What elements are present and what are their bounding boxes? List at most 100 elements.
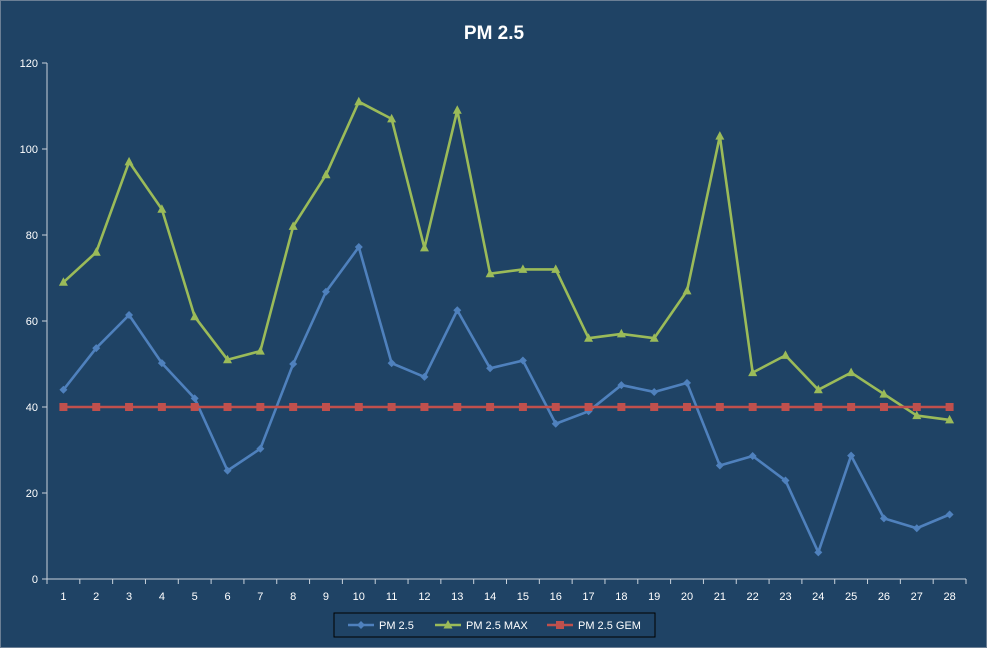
data-point (387, 113, 397, 123)
data-point (715, 403, 724, 411)
data-point (453, 306, 462, 315)
data-point (551, 264, 561, 273)
data-point (59, 385, 68, 394)
x-tick-label: 25 (845, 591, 857, 603)
data-point (125, 403, 134, 411)
data-point (354, 96, 364, 106)
data-point (879, 403, 888, 411)
data-point (124, 156, 134, 166)
data-point (354, 243, 363, 252)
data-point (419, 242, 429, 252)
data-point (683, 378, 692, 387)
x-tick-label: 21 (714, 591, 726, 603)
x-tick-label: 14 (484, 591, 496, 603)
data-point (748, 367, 758, 377)
data-point (190, 403, 199, 411)
y-tick-label: 20 (26, 488, 38, 500)
data-point (223, 354, 233, 364)
data-point (945, 510, 954, 519)
y-tick-label: 100 (20, 144, 38, 156)
x-tick-label: 23 (779, 591, 791, 603)
data-point (92, 403, 101, 411)
legend-label: PM 2.5 GEM (578, 620, 641, 632)
data-point (945, 403, 954, 411)
data-point (387, 359, 396, 368)
legend-marker (357, 621, 365, 629)
data-point (157, 204, 167, 213)
data-point (518, 264, 528, 273)
x-tick-label: 2 (93, 591, 99, 603)
data-point (256, 403, 265, 411)
data-point (58, 277, 68, 286)
x-tick-label: 28 (943, 591, 955, 603)
x-tick-label: 5 (192, 591, 198, 603)
x-tick-label: 16 (550, 591, 562, 603)
x-tick-label: 3 (126, 591, 132, 603)
data-point (945, 414, 955, 424)
x-tick-label: 8 (290, 591, 296, 603)
data-point (223, 403, 232, 411)
x-tick-label: 26 (878, 591, 890, 603)
x-tick-label: 10 (353, 591, 365, 603)
data-point (781, 403, 790, 411)
data-point (420, 372, 429, 381)
series-pm-2-5-max (58, 96, 955, 424)
legend-label: PM 2.5 MAX (466, 620, 528, 632)
data-point (682, 285, 692, 295)
x-tick-label: 7 (257, 591, 263, 603)
data-point (387, 403, 396, 411)
legend-item: PM 2.5 (348, 620, 414, 632)
data-point (518, 403, 527, 411)
data-point (814, 548, 823, 557)
data-point (486, 364, 495, 373)
data-point (289, 360, 298, 368)
data-point (650, 403, 659, 411)
series-layer (58, 96, 955, 557)
data-point (125, 310, 134, 319)
data-point (518, 356, 527, 365)
data-point (616, 328, 626, 338)
data-point (288, 221, 298, 230)
data-point (190, 311, 200, 321)
data-point (912, 403, 921, 411)
data-point (847, 451, 856, 460)
data-point (912, 524, 921, 533)
data-point (289, 403, 298, 411)
legend-item: PM 2.5 GEM (547, 620, 641, 632)
data-point (91, 247, 101, 256)
data-point (650, 387, 659, 396)
series-pm-2-5-gem (59, 403, 954, 411)
data-point (715, 461, 724, 470)
data-point (847, 403, 856, 411)
data-point (879, 514, 888, 523)
data-point (453, 403, 462, 411)
y-tick-label: 80 (26, 230, 38, 242)
data-point (584, 403, 593, 411)
data-point (781, 476, 790, 485)
legend-label: PM 2.5 (379, 620, 414, 632)
x-tick-label: 1 (60, 591, 66, 603)
x-tick-label: 17 (582, 591, 594, 603)
data-point (715, 131, 725, 140)
legend-marker (556, 621, 564, 629)
data-point (321, 169, 331, 179)
series-line (62, 100, 950, 422)
x-tick-label: 18 (615, 591, 627, 603)
x-tick-label: 12 (418, 591, 430, 603)
data-point (452, 105, 462, 114)
data-point (551, 419, 560, 428)
data-point (879, 389, 889, 398)
data-point (255, 346, 265, 355)
x-tick-label: 27 (911, 591, 923, 603)
series-pm-2-5 (59, 243, 954, 557)
data-point (190, 394, 199, 403)
data-point (486, 403, 495, 411)
chart-title: PM 2.5 (464, 23, 525, 44)
data-point (748, 452, 757, 461)
data-point (157, 403, 166, 411)
data-point (92, 344, 101, 353)
data-point (157, 359, 166, 368)
y-tick-label: 40 (26, 402, 38, 414)
data-point (617, 381, 626, 390)
